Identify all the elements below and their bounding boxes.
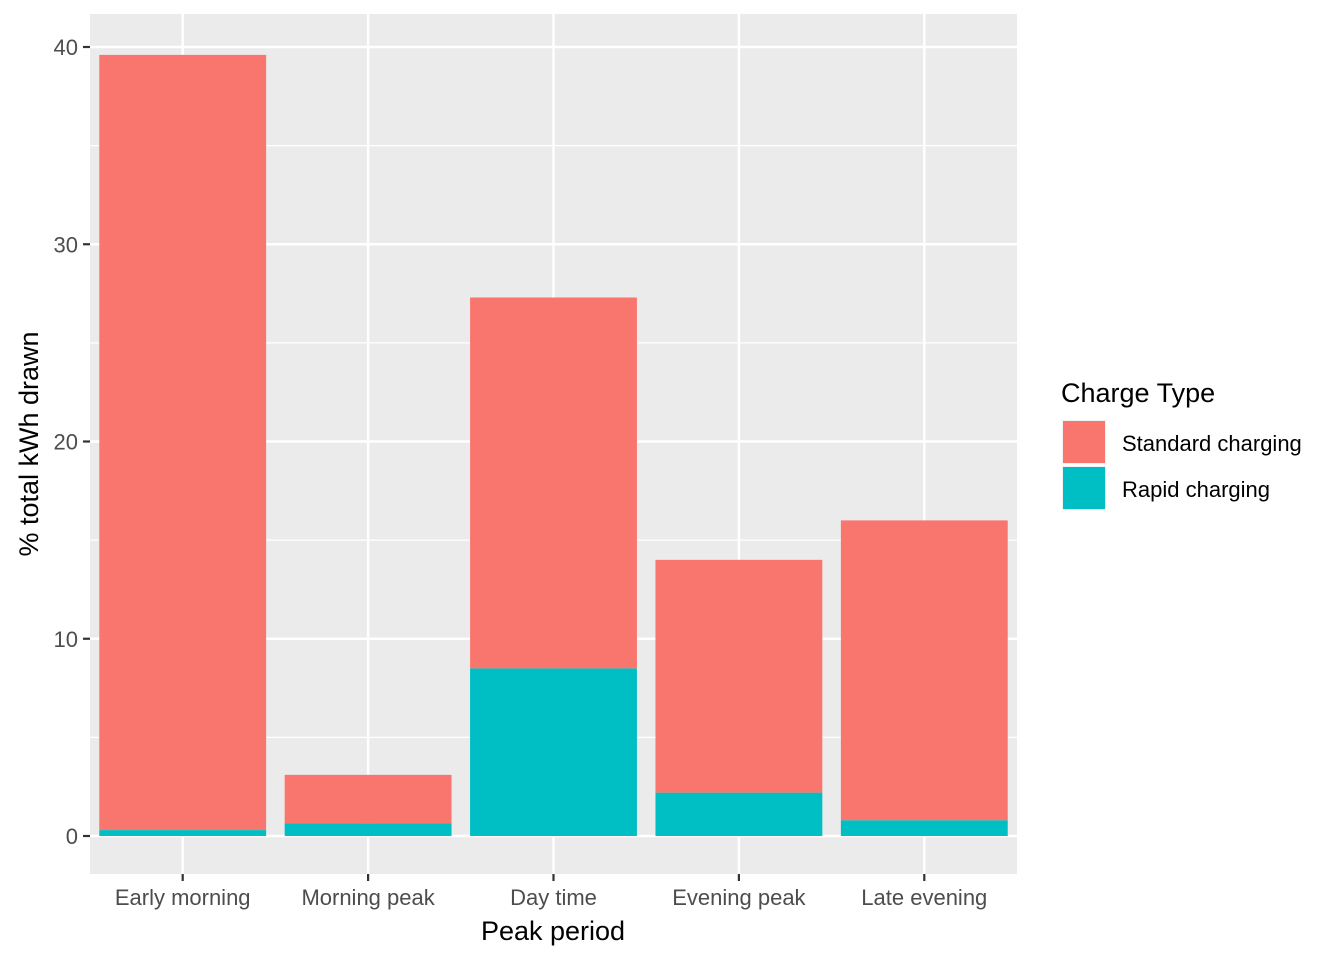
x-tick-label: Evening peak <box>672 885 806 910</box>
bar-standard-charging <box>840 520 1008 821</box>
bar-rapid-charging <box>470 668 637 836</box>
legend: Charge Type Standard charging Rapid char… <box>1061 378 1302 510</box>
bar-standard-charging <box>99 54 267 831</box>
y-tick-label: 30 <box>54 232 78 257</box>
y-axis: 0 10 20 30 40 <box>54 35 90 849</box>
x-axis-title: Peak period <box>481 916 625 946</box>
legend-swatch-standard-charging <box>1063 421 1105 463</box>
x-tick-label: Early morning <box>115 885 251 910</box>
bar-rapid-charging <box>655 792 823 836</box>
x-tick-label: Morning peak <box>301 885 435 910</box>
y-axis-title: % total kWh drawn <box>14 331 44 556</box>
legend-label-rapid-charging: Rapid charging <box>1122 477 1270 502</box>
bar-standard-charging <box>655 559 823 793</box>
legend-label-standard-charging: Standard charging <box>1122 431 1302 456</box>
bar-rapid-charging <box>284 823 452 836</box>
bars <box>99 54 1008 836</box>
bar-rapid-charging <box>99 830 267 836</box>
legend-swatch-rapid-charging <box>1063 467 1105 509</box>
x-tick-label: Late evening <box>861 885 987 910</box>
x-axis: Early morning Morning peak Day time Evening… <box>115 874 987 910</box>
y-tick-label: 20 <box>54 430 78 455</box>
y-tick-label: 10 <box>54 627 78 652</box>
bar-standard-charging <box>284 774 452 824</box>
x-tick-label: Day time <box>510 885 597 910</box>
y-tick-label: 0 <box>66 824 78 849</box>
bar-rapid-charging <box>840 820 1008 836</box>
legend-title: Charge Type <box>1061 378 1215 408</box>
y-tick-label: 40 <box>54 35 78 60</box>
bar-standard-charging <box>470 297 637 669</box>
